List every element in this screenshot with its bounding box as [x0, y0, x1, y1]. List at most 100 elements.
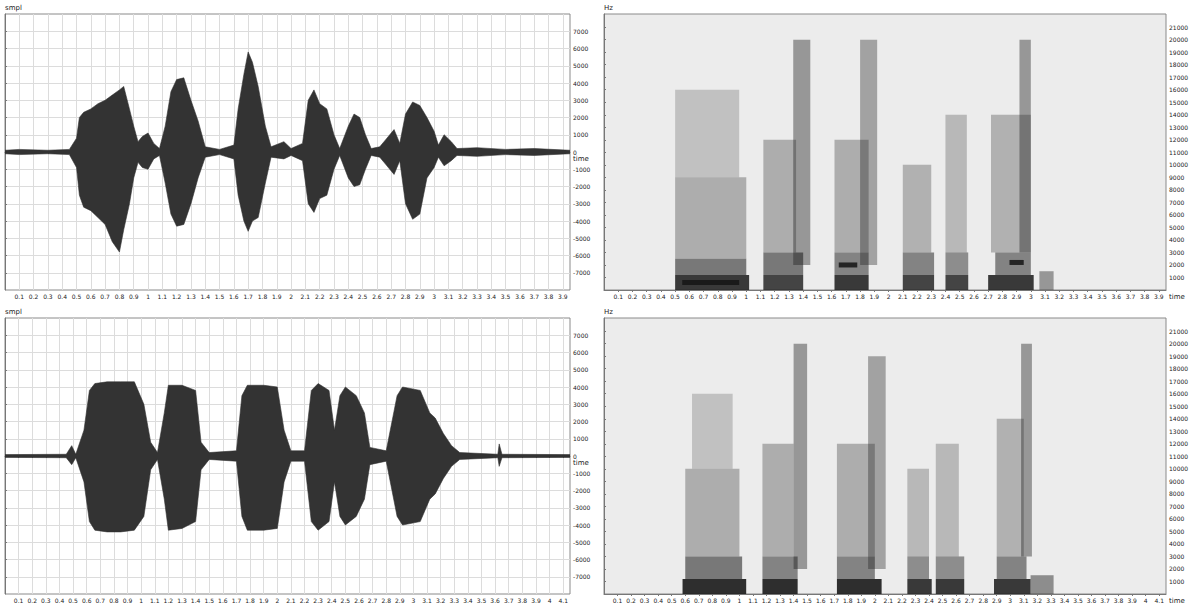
svg-text:3000: 3000: [573, 97, 588, 104]
svg-text:2.5: 2.5: [358, 293, 368, 300]
svg-text:1.2: 1.2: [762, 597, 772, 604]
svg-text:3.2: 3.2: [458, 293, 468, 300]
svg-text:11000: 11000: [1169, 453, 1188, 460]
svg-text:1.4: 1.4: [191, 597, 201, 604]
svg-text:19000: 19000: [1169, 49, 1188, 56]
svg-text:0.1: 0.1: [613, 293, 623, 300]
svg-text:0.8: 0.8: [708, 597, 718, 604]
svg-text:15000: 15000: [1169, 99, 1188, 106]
svg-text:0: 0: [573, 453, 577, 460]
svg-text:1.4: 1.4: [798, 293, 808, 300]
svg-text:4.1: 4.1: [558, 597, 568, 604]
svg-text:3.7: 3.7: [1126, 293, 1136, 300]
svg-text:1000: 1000: [573, 435, 588, 442]
svg-text:1.3: 1.3: [775, 597, 785, 604]
svg-text:4.1: 4.1: [1154, 597, 1164, 604]
svg-text:2.1: 2.1: [884, 597, 894, 604]
svg-text:0.7: 0.7: [699, 293, 709, 300]
svg-text:10000: 10000: [1169, 161, 1188, 168]
svg-text:6000: 6000: [573, 349, 588, 356]
svg-text:1.1: 1.1: [756, 293, 766, 300]
svg-text:0.7: 0.7: [96, 597, 106, 604]
svg-text:0.6: 0.6: [685, 293, 695, 300]
svg-text:1.7: 1.7: [829, 597, 839, 604]
svg-text:0.9: 0.9: [721, 597, 731, 604]
svg-text:2000: 2000: [573, 418, 588, 425]
svg-text:2.6: 2.6: [372, 293, 382, 300]
svg-text:14000: 14000: [1169, 111, 1188, 118]
svg-text:7000: 7000: [1169, 199, 1184, 206]
svg-text:2.8: 2.8: [401, 293, 411, 300]
svg-text:5000: 5000: [1169, 528, 1184, 535]
svg-text:-6000: -6000: [573, 252, 591, 259]
svg-text:0.5: 0.5: [670, 293, 680, 300]
svg-text:time: time: [573, 155, 589, 163]
svg-text:0.7: 0.7: [694, 597, 704, 604]
svg-text:1.8: 1.8: [245, 597, 255, 604]
svg-text:3.2: 3.2: [1033, 597, 1043, 604]
svg-text:3.7: 3.7: [504, 597, 514, 604]
svg-text:3.8: 3.8: [518, 597, 528, 604]
svg-text:13000: 13000: [1169, 428, 1188, 435]
svg-text:3.7: 3.7: [1100, 597, 1110, 604]
svg-text:2.8: 2.8: [998, 293, 1008, 300]
svg-text:6000: 6000: [1169, 515, 1184, 522]
svg-text:1.7: 1.7: [243, 293, 253, 300]
svg-text:2.3: 2.3: [329, 293, 339, 300]
svg-text:3.4: 3.4: [487, 293, 497, 300]
svg-text:21000: 21000: [1169, 328, 1188, 335]
svg-text:1.7: 1.7: [841, 293, 851, 300]
svg-text:1.6: 1.6: [218, 597, 228, 604]
svg-text:1: 1: [139, 597, 143, 604]
svg-text:3.8: 3.8: [1140, 293, 1150, 300]
svg-text:0.2: 0.2: [29, 293, 39, 300]
svg-text:3: 3: [1029, 293, 1033, 300]
svg-text:2.5: 2.5: [341, 597, 351, 604]
svg-text:0.1: 0.1: [14, 597, 24, 604]
svg-text:0.6: 0.6: [82, 597, 92, 604]
svg-text:6000: 6000: [573, 45, 588, 52]
svg-text:7000: 7000: [1169, 503, 1184, 510]
svg-text:4000: 4000: [573, 80, 588, 87]
svg-text:4000: 4000: [1169, 236, 1184, 243]
svg-text:2.4: 2.4: [941, 293, 951, 300]
svg-text:1.1: 1.1: [150, 597, 160, 604]
svg-text:1: 1: [146, 293, 150, 300]
svg-text:3.6: 3.6: [490, 597, 500, 604]
svg-text:13000: 13000: [1169, 124, 1188, 131]
svg-text:0.3: 0.3: [640, 597, 650, 604]
svg-text:1: 1: [744, 293, 748, 300]
svg-text:3.3: 3.3: [450, 597, 460, 604]
svg-text:2.4: 2.4: [344, 293, 354, 300]
svg-text:0.5: 0.5: [68, 597, 78, 604]
svg-text:2.1: 2.1: [286, 597, 296, 604]
svg-text:1.6: 1.6: [827, 293, 837, 300]
svg-text:2.1: 2.1: [898, 293, 908, 300]
svg-text:-4000: -4000: [573, 218, 591, 225]
svg-text:0.4: 0.4: [653, 597, 663, 604]
svg-text:3.1: 3.1: [444, 293, 454, 300]
svg-text:2.2: 2.2: [912, 293, 922, 300]
svg-text:7000: 7000: [573, 28, 588, 35]
svg-text:2.9: 2.9: [1012, 293, 1022, 300]
svg-text:1.5: 1.5: [813, 293, 823, 300]
svg-text:4: 4: [1144, 597, 1148, 604]
svg-text:3.3: 3.3: [472, 293, 482, 300]
svg-text:2.2: 2.2: [300, 597, 310, 604]
svg-text:8000: 8000: [1169, 490, 1184, 497]
svg-text:-5000: -5000: [573, 235, 591, 242]
svg-text:0: 0: [573, 149, 577, 156]
svg-text:2.4: 2.4: [924, 597, 934, 604]
svg-text:-3000: -3000: [573, 200, 591, 207]
svg-text:0.6: 0.6: [680, 597, 690, 604]
svg-text:0.2: 0.2: [628, 293, 638, 300]
svg-text:1.2: 1.2: [164, 597, 174, 604]
svg-text:Hz: Hz: [604, 308, 613, 316]
svg-text:1.5: 1.5: [215, 293, 225, 300]
svg-text:3.5: 3.5: [1073, 597, 1083, 604]
svg-text:3.3: 3.3: [1046, 597, 1056, 604]
svg-text:3.5: 3.5: [477, 597, 487, 604]
svg-text:3.4: 3.4: [1083, 293, 1093, 300]
svg-text:0.3: 0.3: [642, 293, 652, 300]
svg-text:3.6: 3.6: [1087, 597, 1097, 604]
